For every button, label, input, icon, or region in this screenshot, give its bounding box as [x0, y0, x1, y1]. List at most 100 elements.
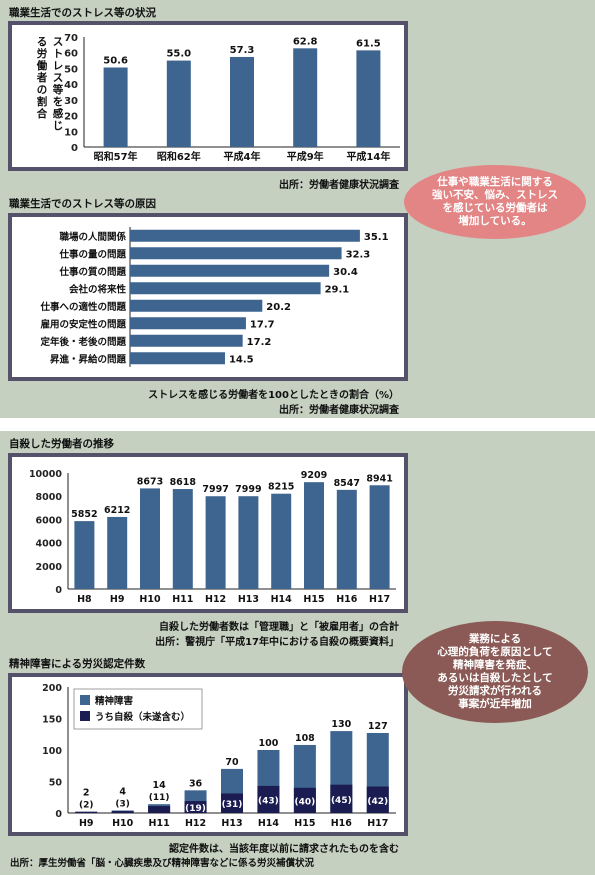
stress-status-bar	[166, 60, 191, 148]
stress-status-chart: 0 10 20 30 40 50 60 70 50.6 昭和57年 55.0 昭和62年 57.3 平成4…	[12, 25, 404, 167]
mental-category-label: H15	[294, 818, 315, 829]
mental-bar-suicide	[257, 785, 280, 813]
suicide-bar	[369, 485, 390, 589]
mental-total-label: 2	[83, 788, 90, 799]
mental-bar-suicide	[111, 811, 134, 813]
mental-bar-suicide	[366, 786, 389, 813]
suicide-note: 自殺した労働者数は「管理職」と「被雇用者」の合計	[159, 622, 399, 633]
suicide-category-label: H9	[110, 594, 125, 605]
mental-note: 認定件数は、当該年度以前に請求されたものを含む	[169, 844, 399, 855]
stress-status-ytick-label: 0	[71, 143, 78, 154]
stress-status-ylabel-char: 割	[37, 95, 48, 108]
suicide-value-label: 8215	[268, 482, 294, 493]
mental-legend-label: うち自殺（未遂含む）	[95, 711, 190, 723]
mental-total-label: 127	[368, 721, 388, 732]
mental-title: 精神障害による労災認定件数	[9, 658, 146, 670]
suicide-category-label: H11	[172, 594, 193, 605]
mental-category-label: H16	[331, 818, 353, 829]
stress-cause-category-label: 仕事の量の問題	[58, 248, 126, 260]
stress-cause-bar	[130, 247, 342, 260]
suicide-ytick-label: 10000	[29, 469, 62, 480]
stress-cause-title: 職業生活でのストレス等の原因	[9, 198, 156, 210]
stress-cause-chart: 35.1 職場の人間関係 32.3 仕事の量の問題 30.4 仕事の質の問題 29.1 会社の…	[12, 217, 404, 377]
suicide-bar	[304, 482, 324, 589]
mental-bar-suicide	[293, 787, 316, 813]
stress-cause-value-label: 32.3	[346, 249, 371, 260]
stress-cause-value-label: 17.7	[250, 319, 275, 330]
stress-status-ylabel-char: じ	[53, 120, 64, 132]
stress-status-value-label: 50.6	[103, 55, 128, 66]
stress-status-category-label: 平成4年	[224, 150, 261, 163]
stress-cause-note: ストレスを感じる労働者を100としたときの割合（%）	[148, 390, 399, 401]
mental-suicide-label: (11)	[149, 793, 170, 803]
stress-cause-bar	[130, 317, 246, 330]
stress-cause-bar	[130, 299, 263, 312]
stress-cause-category-label: 定年後・老後の問題	[39, 336, 126, 348]
suicide-ytick-label: 2000	[36, 562, 63, 573]
mental-category-label: H12	[185, 818, 206, 829]
mental-total-label: 36	[189, 778, 203, 789]
stress-cause-value-label: 29.1	[325, 284, 350, 295]
suicide-bar	[336, 489, 357, 589]
mental-legend-label: 精神障害	[95, 695, 134, 707]
suicide-bar	[205, 496, 226, 589]
stress-cause-category-label: 昇進・昇給の問題	[50, 353, 127, 365]
suicide-category-label: H8	[77, 594, 92, 605]
mental-total-label: 130	[331, 719, 351, 730]
stress-status-category-label: 昭和62年	[157, 150, 201, 163]
mental-category-label: H9	[79, 818, 94, 829]
suicide-value-label: 8547	[334, 478, 360, 489]
mental-bar-suicide	[221, 793, 243, 813]
stress-cause-category-label: 会社の将来性	[69, 283, 127, 295]
suicide-value-label: 9209	[301, 470, 327, 481]
mental-suicide-label: (31)	[222, 800, 243, 810]
suicide-value-label: 8673	[137, 476, 163, 487]
mental-total-label: 70	[225, 757, 239, 768]
suicide-value-label: 7999	[235, 484, 261, 495]
suicide-value-label: 6212	[104, 505, 130, 516]
suicide-ytick-label: 8000	[36, 492, 63, 503]
suicide-category-label: H10	[139, 594, 161, 605]
mental-suicide-label: (19)	[185, 804, 206, 814]
suicide-category-label: H13	[238, 594, 259, 605]
suicide-ytick-label: 4000	[36, 539, 63, 550]
mental-bar-suicide	[184, 801, 207, 813]
stress-status-bar	[356, 50, 381, 147]
suicide-category-label: H12	[205, 594, 226, 605]
stress-status-ylabel-char: の	[37, 84, 48, 96]
suicide-chart-frame: 0 2000 4000 6000 8000 10000 5852 H8 6212 H9 8673 H1…	[8, 453, 408, 613]
stress-status-chart-frame: 0 10 20 30 40 50 60 70 50.6 昭和57年 55.0 昭和62年 57.3 平成4…	[8, 21, 408, 171]
suicide-bar	[271, 493, 292, 589]
stress-cause-value-label: 35.1	[364, 232, 389, 243]
stress-cause-bar	[130, 229, 360, 242]
mental-total-label: 108	[295, 733, 315, 744]
stress-cause-value-label: 17.2	[247, 337, 272, 348]
stress-cause-category-label: 雇用の安定性の問題	[40, 318, 126, 330]
stress-status-ytick-label: 60	[64, 49, 78, 60]
mental-ytick-label: 200	[42, 683, 62, 694]
stress-status-value-label: 61.5	[356, 38, 381, 49]
mental-category-label: H14	[258, 818, 280, 829]
mental-category-label: H13	[221, 818, 242, 829]
stress-status-ytick-label: 30	[64, 96, 78, 107]
suicide-bar	[74, 521, 95, 589]
suicide-panel: 自殺した労働者の推移 0 2000 4000 6000 8000 10000 5852 H8 6…	[0, 431, 595, 875]
suicide-category-label: H17	[369, 594, 390, 605]
mental-bar-suicide	[148, 806, 171, 813]
stress-status-ylabel-char: 働	[36, 59, 48, 72]
stress-status-ytick-label: 50	[64, 64, 78, 75]
mental-ytick-label: 0	[55, 809, 62, 820]
mental-ytick-label: 150	[42, 715, 62, 726]
mental-legend-box	[73, 688, 203, 730]
suicide-bar	[238, 496, 259, 589]
stress-cause-value-label: 30.4	[333, 267, 358, 278]
mental-suicide-label: (2)	[79, 801, 94, 811]
mental-chart: 0 50 100 150 200 2 (2) H9 4 (3) H10 14 (11) H11 36 (19)…	[12, 677, 404, 832]
stress-cause-bar	[130, 334, 243, 347]
suicide-callout: 業務による 心理的負荷を原因として 精神障害を発症、 あるいは自殺したとして 労…	[402, 621, 588, 723]
mental-bar-suicide	[75, 811, 98, 813]
stress-status-bar	[293, 48, 318, 147]
stress-status-bar	[230, 56, 254, 148]
mental-source: 出所：厚生労働省「脳・心臓疾患及び精神障害などに係る労災補償状況	[10, 858, 315, 869]
stress-status-ytick-label: 10	[64, 127, 78, 138]
